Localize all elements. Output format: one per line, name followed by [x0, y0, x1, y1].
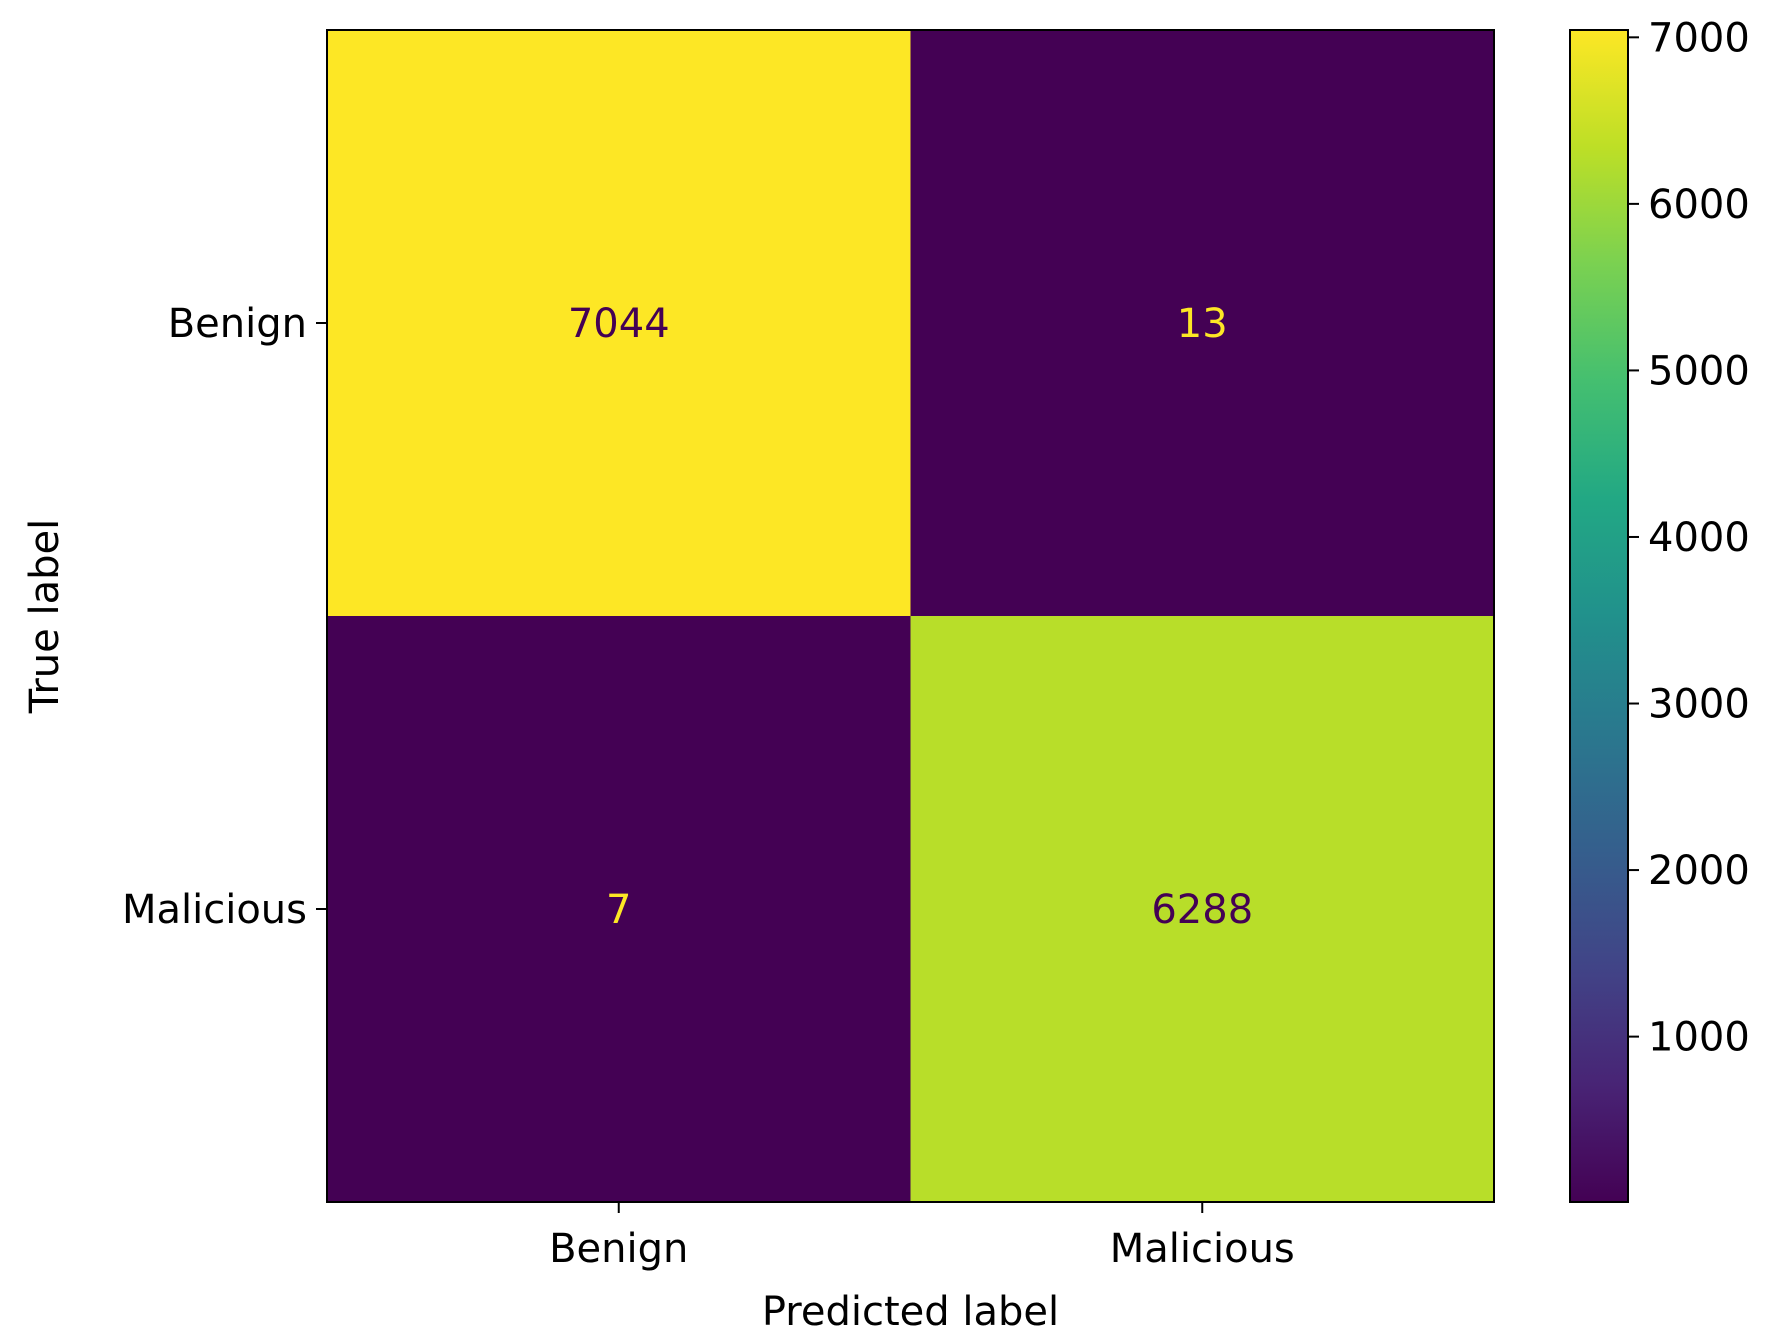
colorbar-tick-label: 6000: [1648, 182, 1750, 228]
colorbar-tick-label: 4000: [1648, 515, 1750, 561]
plot-border: [326, 29, 1495, 1203]
matrix-cell: [910, 616, 1494, 1202]
colorbar-tick-label: 7000: [1648, 15, 1750, 61]
matrix-cell: [327, 616, 911, 1202]
x-tick-label: Malicious: [1110, 1226, 1295, 1272]
cell-value-label: 6288: [1151, 887, 1253, 933]
colorbar-gradient: [1570, 30, 1628, 1202]
colorbar-tick-label: 5000: [1648, 348, 1750, 394]
y-axis-label: True label: [22, 519, 68, 714]
axes: Benign Malicious Benign Malicious: [122, 301, 1295, 1272]
matrix-cell: [910, 30, 1494, 616]
colorbar-border: [1569, 29, 1629, 1203]
colorbar-tick-label: 1000: [1648, 1015, 1750, 1061]
x-axis-label: Predicted label: [762, 1289, 1059, 1335]
matrix-cell: [327, 30, 911, 616]
y-tick-label: Benign: [168, 301, 307, 347]
x-tick-label: Benign: [549, 1226, 688, 1272]
colorbar-tick-label: 3000: [1648, 682, 1750, 728]
cell-value-label: 13: [1177, 301, 1228, 347]
colorbar: 1000 2000 3000 4000 5000 6000 7000: [1569, 15, 1750, 1203]
cell-value-label: 7: [606, 887, 631, 933]
colorbar-tick-label: 2000: [1648, 848, 1750, 894]
plot-frame: [326, 29, 1495, 1203]
heatmap-cells: 7044 13 7 6288: [327, 30, 1494, 1202]
y-tick-label: Malicious: [122, 887, 307, 933]
cell-value-label: 7044: [568, 301, 670, 347]
